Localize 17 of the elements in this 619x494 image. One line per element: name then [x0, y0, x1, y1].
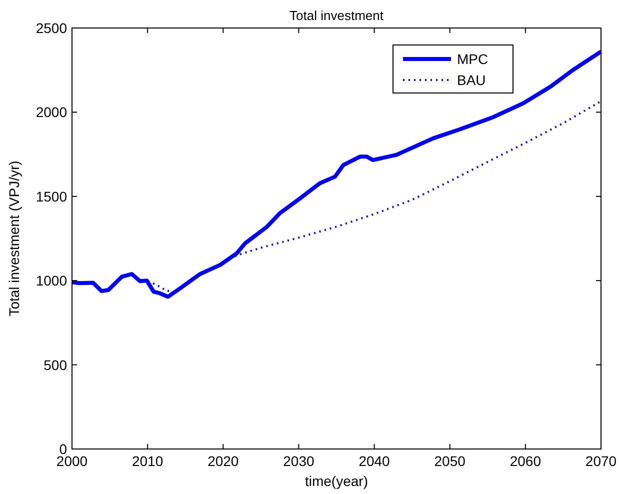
legend-label: BAU [457, 72, 486, 88]
y-tick-label: 1000 [36, 272, 68, 289]
chart-title: Total investment [290, 8, 384, 23]
x-tick-label: 2010 [132, 453, 164, 469]
x-tick-label: 2030 [283, 453, 314, 469]
y-tick-label: 2500 [36, 20, 68, 36]
y-axis-title: Total investment (VPJ/yr) [6, 160, 22, 316]
x-tick-label: 2060 [510, 453, 542, 469]
y-tick-label: 1500 [36, 188, 68, 204]
y-tick-label: 500 [44, 356, 68, 373]
x-tick-label: 2070 [585, 453, 617, 469]
x-tick-label: 2050 [434, 453, 466, 469]
legend-label: MPC [457, 51, 488, 67]
x-tick-label: 2040 [358, 453, 390, 469]
y-tick-label: 2000 [36, 104, 68, 120]
x-tick-label: 2020 [208, 453, 239, 469]
x-axis-title: time(year) [304, 473, 368, 489]
